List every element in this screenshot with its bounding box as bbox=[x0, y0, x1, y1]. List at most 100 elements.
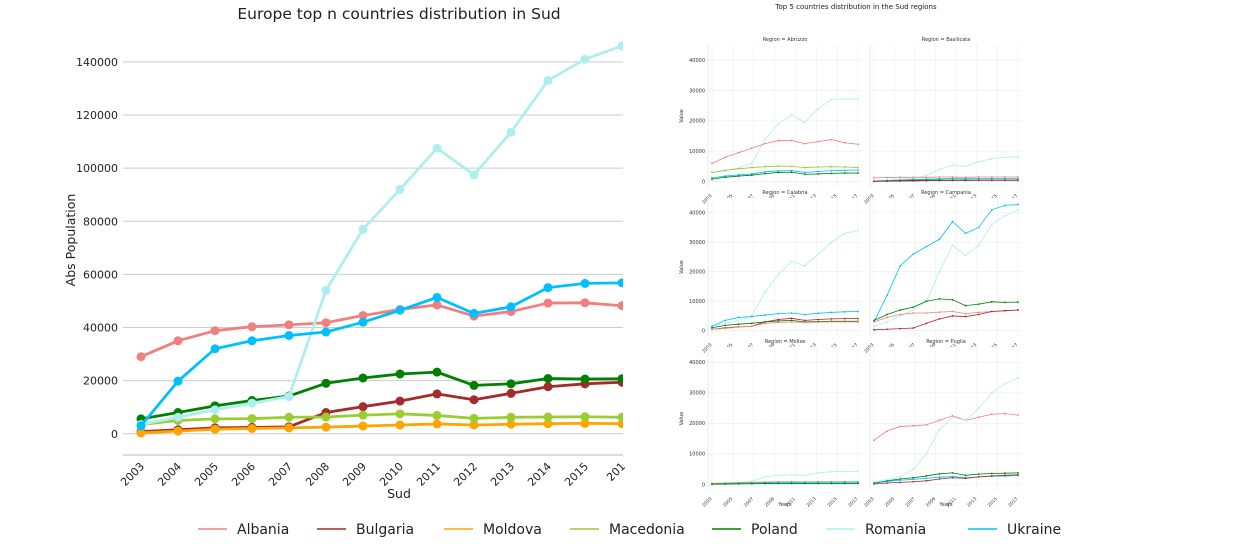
facet-data-point-romania bbox=[804, 121, 806, 124]
facet-data-point-bulgaria bbox=[804, 319, 806, 322]
facet-panel-area bbox=[870, 347, 1022, 490]
main-y-tick-label: 60000 bbox=[83, 268, 118, 281]
data-point-bulgaria bbox=[469, 395, 479, 405]
main-grid bbox=[123, 61, 623, 456]
facet-panel: 0 10000 20000 30000 40000 Region = Abruzzo Val… bbox=[679, 37, 862, 206]
data-point-macedonia bbox=[210, 414, 220, 424]
main-chart-title: Europe top n countries distribution in S… bbox=[237, 5, 560, 23]
data-point-moldova bbox=[210, 424, 220, 434]
facet-data-point-bulgaria bbox=[899, 180, 902, 182]
facet-data-point-poland bbox=[750, 174, 753, 177]
facet-data-point-albania bbox=[857, 320, 859, 323]
main-x-tick-label: 2008 bbox=[303, 460, 332, 489]
facet-data-point-romania bbox=[857, 470, 859, 473]
legend-label: Ukraine bbox=[1007, 522, 1061, 538]
main-x-tick-label: 2015 bbox=[562, 460, 591, 489]
facet-data-point-albania bbox=[925, 424, 928, 426]
facet-data-point-bulgaria bbox=[873, 482, 875, 485]
facet-data-point-romania bbox=[857, 98, 859, 100]
data-point-ukraine bbox=[358, 317, 368, 327]
facet-data-point-albania bbox=[857, 143, 859, 146]
facet-data-point-poland bbox=[737, 482, 740, 485]
data-point-romania bbox=[173, 412, 183, 422]
facet-y-tick-label: 30000 bbox=[689, 391, 705, 397]
data-point-romania bbox=[469, 170, 479, 180]
facet-y-tick-label: 0 bbox=[702, 482, 705, 488]
data-point-macedonia bbox=[247, 414, 257, 424]
legend-item-romania: Romania bbox=[826, 522, 926, 538]
facet-data-point-bulgaria bbox=[1004, 474, 1006, 477]
facet-data-point-bulgaria bbox=[843, 317, 846, 320]
main-y-tick-label: 40000 bbox=[83, 322, 118, 335]
facet-data-point-romania bbox=[830, 470, 833, 473]
facet-data-point-romania bbox=[990, 157, 993, 160]
facet-data-point-bulgaria bbox=[925, 479, 928, 482]
data-point-albania bbox=[284, 320, 294, 330]
facet-data-point-poland bbox=[790, 171, 793, 174]
data-point-ukraine bbox=[321, 327, 331, 337]
facet-data-point-poland bbox=[857, 482, 859, 485]
facet-panel-title: Region = Calabria bbox=[762, 190, 807, 196]
facet-panel-area bbox=[708, 198, 862, 336]
facet-data-point-bulgaria bbox=[817, 318, 820, 321]
facet-data-point-ukraine bbox=[912, 478, 915, 481]
facet-data-point-ukraine bbox=[737, 316, 740, 319]
facet-data-point-bulgaria bbox=[873, 328, 875, 331]
facet-data-point-macedonia bbox=[737, 167, 740, 170]
facet-data-point-poland bbox=[843, 482, 846, 485]
facet-data-point-albania bbox=[899, 313, 902, 316]
facet-data-point-ukraine bbox=[830, 169, 833, 172]
data-point-romania bbox=[284, 392, 294, 402]
facet-x-tick-label: 2007 bbox=[743, 496, 755, 508]
main-x-tick-label: 201 bbox=[604, 460, 628, 484]
data-point-moldova bbox=[358, 421, 368, 431]
data-point-moldova bbox=[432, 419, 442, 429]
facet-x-tick-label: 2003 bbox=[863, 496, 875, 508]
main-x-tick-label: 2013 bbox=[488, 460, 517, 489]
facet-x-axis-label: Years bbox=[938, 502, 953, 508]
facet-data-point-bulgaria bbox=[990, 475, 993, 477]
facet-data-point-romania bbox=[964, 165, 967, 168]
main-x-tick-label: 2010 bbox=[377, 460, 406, 489]
facet-data-point-albania bbox=[777, 139, 780, 142]
facet-data-point-poland bbox=[817, 482, 820, 485]
data-point-albania bbox=[432, 300, 442, 310]
facet-series-line-albania bbox=[711, 321, 858, 330]
facet-y-tick-label: 40000 bbox=[689, 211, 705, 217]
data-point-macedonia bbox=[321, 412, 331, 422]
data-point-moldova bbox=[543, 419, 553, 429]
facet-data-point-romania bbox=[912, 468, 915, 471]
data-point-romania bbox=[210, 405, 220, 415]
legend-label: Albania bbox=[237, 522, 289, 538]
data-point-romania bbox=[580, 54, 590, 64]
facet-data-point-ukraine bbox=[912, 253, 915, 255]
facet-panel: Region = Campania20032005200720092011201… bbox=[863, 190, 1022, 355]
main-y-tick-label: 100000 bbox=[76, 162, 118, 175]
data-point-albania bbox=[136, 352, 146, 362]
main-x-tick-label: 2006 bbox=[229, 460, 258, 489]
facet-data-point-albania bbox=[912, 176, 915, 179]
facet-data-point-albania bbox=[977, 416, 980, 419]
facet-data-point-bulgaria bbox=[951, 476, 954, 479]
facet-series-line-poland bbox=[711, 319, 858, 329]
main-y-tick-label: 120000 bbox=[76, 109, 118, 122]
data-point-poland bbox=[506, 379, 516, 389]
facet-data-point-poland bbox=[750, 482, 753, 485]
facet-data-point-romania bbox=[777, 474, 780, 477]
data-point-albania bbox=[247, 322, 257, 332]
facet-series-line-albania bbox=[873, 413, 1019, 441]
facet-data-point-poland bbox=[1004, 472, 1006, 475]
facet-data-point-romania bbox=[777, 122, 780, 125]
facet-series-line-poland bbox=[873, 298, 1019, 321]
facet-data-point-romania bbox=[964, 254, 967, 257]
data-point-ukraine bbox=[617, 278, 623, 288]
facet-data-point-bulgaria bbox=[951, 179, 954, 182]
data-point-romania bbox=[395, 184, 405, 194]
main-x-tick-label: 2011 bbox=[414, 460, 443, 489]
facet-data-point-macedonia bbox=[777, 165, 780, 167]
facet-data-point-poland bbox=[777, 320, 780, 322]
facet-series-line-bulgaria bbox=[873, 179, 1018, 182]
facet-data-point-ukraine bbox=[711, 325, 713, 328]
data-point-moldova bbox=[469, 420, 479, 430]
series-line-albania bbox=[140, 301, 623, 359]
